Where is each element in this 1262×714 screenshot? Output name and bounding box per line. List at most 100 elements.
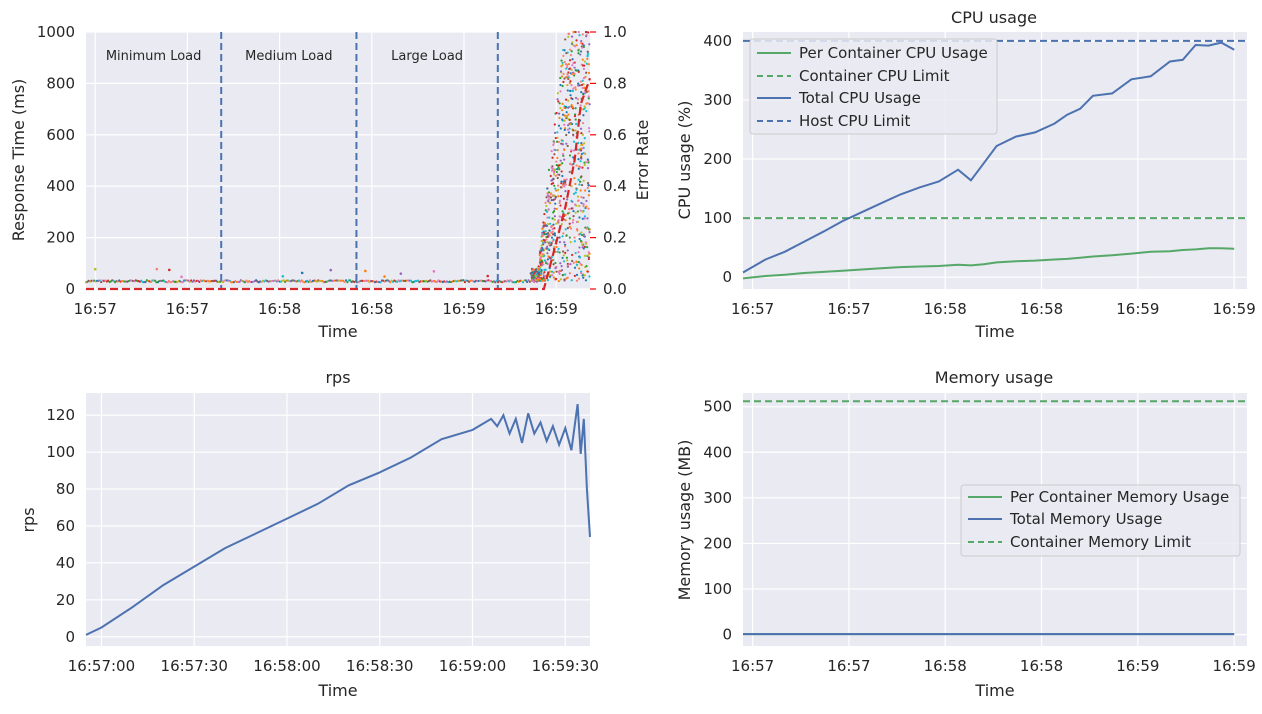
response-time-point bbox=[554, 136, 557, 140]
response-time-point bbox=[575, 263, 579, 266]
response-time-point bbox=[577, 277, 581, 280]
response-x-tick-label: 16:59 bbox=[535, 300, 578, 318]
response-time-point bbox=[571, 221, 574, 224]
response-time-point bbox=[565, 142, 568, 145]
response-time-point bbox=[543, 271, 546, 274]
response-time-point bbox=[546, 235, 549, 238]
response-time-point bbox=[572, 215, 575, 218]
response-time-point bbox=[543, 239, 546, 242]
total-cpu-usage-line bbox=[742, 41, 1235, 274]
phase-label: Minimum Load bbox=[106, 49, 202, 64]
response-time-point bbox=[581, 79, 584, 82]
response-time-point bbox=[581, 147, 584, 150]
response-time-point bbox=[416, 279, 420, 282]
response-time-point bbox=[570, 35, 574, 38]
rps-y-tick-label: 120 bbox=[46, 406, 75, 424]
response-time-point bbox=[176, 281, 179, 284]
response-time-point bbox=[570, 207, 573, 210]
response-time-point bbox=[580, 156, 583, 159]
response-time-point bbox=[573, 177, 576, 180]
response-time-point bbox=[538, 253, 541, 257]
response-time-point bbox=[562, 54, 565, 57]
response-time-point bbox=[581, 243, 584, 246]
phase-label: Medium Load bbox=[245, 49, 332, 64]
response-time-point bbox=[542, 224, 545, 227]
response-time-point bbox=[575, 260, 578, 263]
response-time-point bbox=[550, 242, 553, 245]
response-time-point bbox=[576, 98, 580, 101]
response-time-point bbox=[580, 152, 583, 156]
cpu-x-tick-label: 16:58 bbox=[924, 300, 967, 318]
response-time-point bbox=[585, 265, 588, 268]
response-time-point bbox=[559, 70, 563, 73]
response-time-point bbox=[545, 238, 548, 241]
response-time-point bbox=[552, 263, 555, 266]
response-time-point bbox=[540, 268, 543, 272]
rps-y-axis-label: rps bbox=[19, 507, 38, 532]
rps-x-tick-label: 16:59:30 bbox=[532, 657, 599, 675]
response-time-point bbox=[582, 179, 585, 182]
response-time-point bbox=[563, 278, 566, 281]
response-time-point bbox=[576, 102, 579, 105]
response-time-point bbox=[566, 89, 569, 92]
response-time-point bbox=[566, 249, 569, 252]
response-time-point bbox=[574, 191, 577, 194]
response-time-point bbox=[577, 52, 580, 55]
response-time-point bbox=[565, 76, 568, 79]
response-time-point bbox=[560, 170, 563, 173]
response-time-point bbox=[572, 192, 576, 195]
response-time-point bbox=[579, 176, 582, 179]
response-time-point bbox=[586, 102, 589, 105]
response-time-point bbox=[300, 271, 304, 275]
response-time-point bbox=[547, 208, 550, 211]
response-time-point bbox=[557, 100, 560, 103]
rps-y-tick-label: 60 bbox=[56, 517, 75, 535]
response-time-point bbox=[580, 132, 583, 135]
response-time-point bbox=[149, 280, 153, 284]
response-y-axis-label: Response Time (ms) bbox=[9, 79, 28, 242]
response-time-point bbox=[583, 215, 586, 218]
rps-x-tick-label: 16:59:00 bbox=[439, 657, 506, 675]
memory-y-tick-label: 100 bbox=[703, 580, 732, 598]
response-time-point bbox=[547, 168, 551, 172]
response-time-point bbox=[570, 97, 573, 100]
response-time-point bbox=[570, 50, 573, 53]
memory-legend-total: Total Memory Usage bbox=[1009, 510, 1162, 528]
response-time-point bbox=[553, 218, 556, 221]
response-time-point bbox=[566, 259, 569, 262]
response-time-point bbox=[554, 202, 557, 205]
response-time-point bbox=[570, 68, 573, 71]
response-time-point bbox=[582, 45, 585, 49]
response-time-point bbox=[580, 91, 583, 94]
response-time-point bbox=[581, 64, 585, 67]
response-time-point bbox=[559, 159, 562, 162]
response-time-point bbox=[588, 43, 591, 46]
response-time-point bbox=[576, 228, 579, 231]
rps-tick-labels: 16:57:00 16:57:30 16:58:00 16:58:30 16:59:00… bbox=[46, 406, 599, 675]
response-time-point bbox=[557, 270, 561, 274]
response-time-point bbox=[542, 242, 545, 245]
response-time-point bbox=[576, 220, 580, 223]
response-time-point bbox=[574, 129, 577, 132]
response-time-point bbox=[578, 237, 581, 241]
response-time-point bbox=[569, 53, 573, 57]
response-time-point bbox=[570, 84, 573, 87]
response-time-point bbox=[567, 35, 570, 38]
response-time-point bbox=[573, 115, 577, 118]
response-time-point bbox=[573, 72, 576, 75]
response-time-point bbox=[281, 274, 285, 278]
memory-x-tick-label: 16:59 bbox=[1116, 657, 1159, 675]
memory-legend-container-limit: Container Memory Limit bbox=[1010, 533, 1191, 551]
response-time-point bbox=[578, 256, 582, 259]
response-time-point bbox=[577, 30, 580, 34]
response-time-point bbox=[561, 256, 564, 260]
memory-y-axis-label: Memory usage (MB) bbox=[675, 440, 694, 601]
response-time-point bbox=[566, 212, 570, 215]
response-time-point bbox=[537, 265, 540, 268]
memory-x-tick-label: 16:58 bbox=[1020, 657, 1063, 675]
response-time-point bbox=[569, 94, 572, 97]
response-time-point bbox=[578, 232, 582, 236]
response-time-point bbox=[562, 80, 565, 84]
response-time-point bbox=[558, 173, 561, 176]
response-time-point bbox=[561, 273, 565, 277]
